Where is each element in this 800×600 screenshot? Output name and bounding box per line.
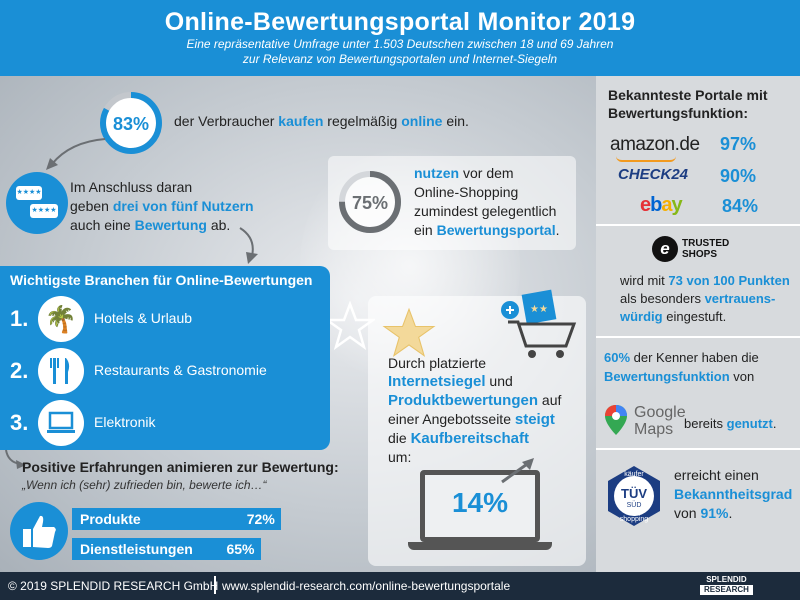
splendid-research-logo: SPLENDID RESEARCH [700,575,753,595]
portal-ebay: ebay 84% [640,194,759,216]
svg-text:SÜD: SÜD [627,501,642,509]
header: Online-Bewertungsportal Monitor 2019 Ein… [0,0,800,76]
stat-use-value: 75% [352,193,388,213]
portals-title: Bekannteste Portale mit Bewertungsfunkti… [608,87,768,121]
ring-75-arc [339,171,401,233]
cutlery-icon [38,348,84,394]
tuv-sued-seal-icon: käufer TÜV SÜD shopping [608,466,660,526]
tuv-text: erreicht einen Bekanntheitsgrad von 91%. [674,467,793,521]
maps-text: 60% der Kenner haben die Bewertungsfunkt… [604,350,759,384]
svg-text:TÜV: TÜV [621,486,647,501]
google-maps-pin-icon [605,405,627,435]
footer-divider [214,576,216,594]
branchen-item-1: 1. 🌴 Hotels & Urlaub [10,296,320,342]
footer: © 2019 SPLENDID RESEARCH GmbH www.splend… [0,572,800,600]
portal-check24: CHECK24 90% [618,166,757,186]
tuv-section: käufer TÜV SÜD shopping erreicht einen B… [596,450,800,572]
subtitle-line-1: Eine repräsentative Umfrage unter 1.503 … [186,37,614,51]
footer-copyright: © 2019 SPLENDID RESEARCH GmbH [8,579,219,593]
seal-value: 14% [451,487,509,518]
laptop-base [408,542,552,550]
thumbs-up-icon [10,502,68,560]
positive-bar-label: Produkte [80,511,141,527]
positive-title: Positive Erfahrungen animieren zur Bewer… [22,459,339,475]
seal-text: Durch platzierte Internetsiegel und Prod… [388,355,562,465]
portal-amazon: amazon.de 97% [610,134,790,162]
right-column: Bekannteste Portale mit Bewertungsfunkti… [596,76,800,572]
positive-bar-label: Dienstleistungen [80,541,193,557]
check24-logo: CHECK24 [618,166,689,183]
branchen-item-3: 3. Elektronik [10,400,320,446]
google-maps-logo: Google Maps [634,404,686,438]
amazon-logo: amazon.de [610,134,700,155]
ring-chart-75: 75% [339,171,401,233]
subtitle-line-2: zur Relevanz von Bewertungsportalen und … [242,52,558,66]
trusted-text: wird mit 73 von 100 Punkten als besonder… [620,273,790,324]
curved-arrow-icon [46,138,106,170]
palm-tree-icon: 🌴 [38,296,84,342]
portals-section: Bekannteste Portale mit Bewertungsfunkti… [596,76,800,226]
star-gold-icon [382,307,436,358]
page-title: Online-Bewertungsportal Monitor 2019 [164,8,636,36]
laptop-icon [38,400,84,446]
trusted-section: e TRUSTED SHOPS wird mit 73 von 100 Punkt… [596,226,800,338]
amazon-smile-icon [616,156,676,162]
svg-text:käufer: käufer [624,471,644,478]
svg-text:shopping: shopping [620,516,649,523]
positive-bar-2: Dienstleistungen 65% [72,538,261,560]
curved-arrow-icon [5,449,26,469]
star-outline-icon [325,301,375,351]
footer-url[interactable]: www.splendid-research.com/online-bewertu… [222,579,511,593]
branchen-item-2: 2. Restaurants & Gastronomie [10,348,320,394]
main-area: 83% der Verbraucher kaufen regelmäßig on… [0,76,596,572]
maps-section: 60% der Kenner haben die Bewertungsfunkt… [596,338,800,450]
stat-buy-value: 83% [113,114,149,134]
laptop-graphic: 14% [420,470,540,542]
branchen-panel: Wichtigste Branchen für Online-Bewertung… [0,266,330,450]
rating-bubble-icon: ★★★★ ★★★★ [6,172,68,234]
trusted-shops-logo-icon: e [652,236,678,262]
ebay-logo: ebay [640,194,683,216]
positive-bar-value: 65% [226,541,255,557]
positive-bar-1: Produkte 72% [72,508,281,530]
maps-used-text: bereits genutzt. [684,416,777,431]
stat-use-text: nutzen vor dem Online-Shopping zumindest… [414,165,560,238]
positive-quote: „Wenn ich (sehr) zufrieden bin, bewerte … [22,478,267,492]
shopping-cart-icon: ★★ [501,289,577,358]
stat-rate-text: Im Anschluss daran geben drei von fünf N… [70,179,254,233]
trend-arrow-icon [501,458,534,484]
positive-bar-value: 72% [246,511,275,527]
trusted-shops-logo: TRUSTED SHOPS [682,238,730,260]
ring-chart-83: 83% [100,92,162,154]
svg-text:★★: ★★ [530,304,548,315]
stat-buy-text: der Verbraucher kaufen regelmäßig online… [174,113,469,129]
curved-arrow-icon [239,227,258,264]
branchen-title: Wichtigste Branchen für Online-Bewertung… [10,272,313,288]
ring-83-arc [100,92,162,154]
